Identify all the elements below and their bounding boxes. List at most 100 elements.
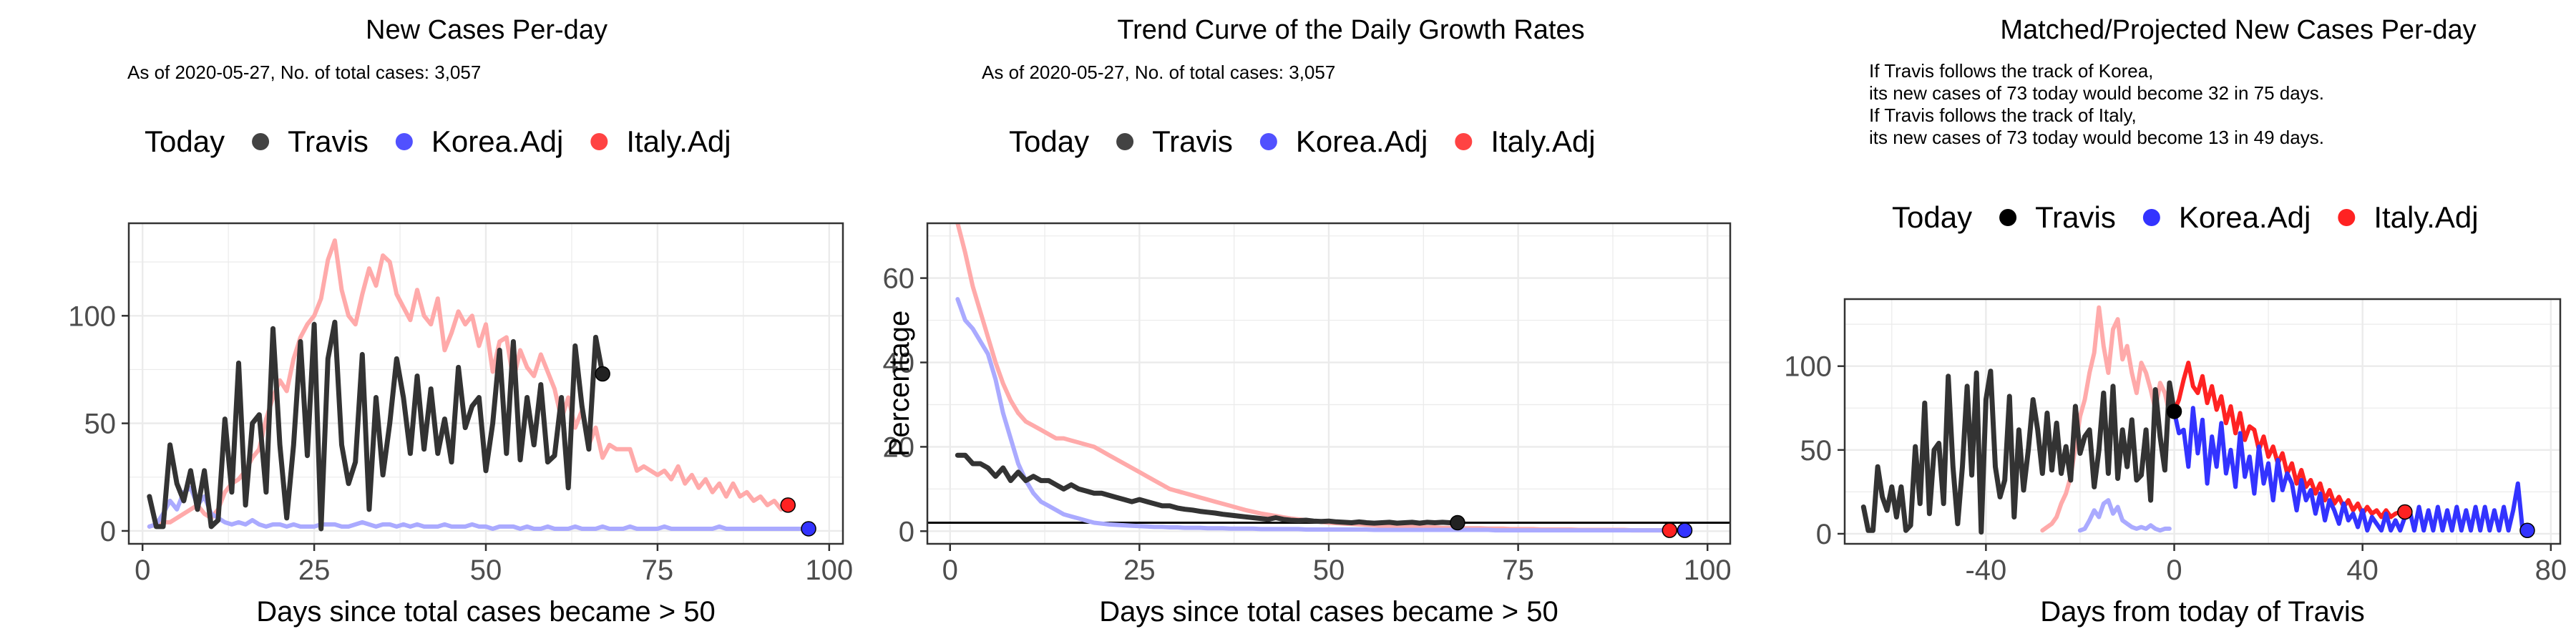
legend-marker-italy-adj xyxy=(1455,133,1473,150)
y-tick-label: 50 xyxy=(1800,435,1833,467)
x-tick-label: 50 xyxy=(1313,555,1345,586)
x-tick-label: -40 xyxy=(1965,555,2006,586)
gridlines xyxy=(129,223,843,544)
series-line-italy-adj xyxy=(147,238,791,529)
series-group xyxy=(927,223,1730,533)
y-tick-label: 100 xyxy=(68,301,116,332)
series-line-italy-adj-past xyxy=(2040,305,2177,533)
new-cases-chart: New Cases Per-day As of 2020-05-27, No. … xyxy=(68,15,853,628)
y-axis-title: Percentage xyxy=(884,311,915,457)
x-tick-label: 100 xyxy=(805,555,853,586)
x-axis: 0 25 50 75 100 xyxy=(942,544,1732,586)
today-points xyxy=(2166,404,2535,539)
x-tick-label: 75 xyxy=(642,555,674,586)
growth-rates-chart: Trend Curve of the Daily Growth Rates As… xyxy=(883,15,1732,628)
legend-label-italy-adj: Italy.Adj xyxy=(626,125,731,158)
legend-title: Today xyxy=(1892,200,1972,234)
legend-title: Today xyxy=(145,125,225,158)
today-point-travis[interactable] xyxy=(595,366,610,382)
legend-marker-travis xyxy=(1999,209,2017,226)
legend-label-korea-adj: Korea.Adj xyxy=(2179,200,2311,234)
today-point-italy-adj[interactable] xyxy=(2397,504,2413,520)
today-point-korea-adj[interactable] xyxy=(1677,522,1693,538)
series-line-travis xyxy=(955,452,1460,526)
y-axis: 0 50 100 xyxy=(68,301,129,547)
plot-area[interactable]: -40 0 40 80 0 50 100 xyxy=(1784,298,2567,586)
y-tick-label: 50 xyxy=(84,409,117,440)
legend-marker-italy-adj xyxy=(590,133,608,150)
legend-marker-travis xyxy=(252,133,270,150)
y-tick-label: 20 xyxy=(883,431,915,463)
legend-marker-korea-adj xyxy=(2142,209,2160,226)
x-tick-label: 0 xyxy=(135,555,150,586)
series-line-korea-adj-past xyxy=(2077,498,2172,533)
y-tick-label: 100 xyxy=(1784,351,1832,383)
plot-area[interactable]: 0 25 50 75 100 0 20 40 60 xyxy=(883,222,1732,586)
today-point-travis[interactable] xyxy=(1450,514,1465,531)
today-points xyxy=(595,366,816,537)
legend-label-travis: Travis xyxy=(1152,125,1233,158)
x-axis: 0 25 50 75 100 xyxy=(135,544,853,586)
subtitle-line: its new cases of 73 today would become 1… xyxy=(1869,127,2324,148)
x-tick-label: 80 xyxy=(2535,555,2567,586)
series-line-korea-adj xyxy=(955,297,1687,533)
x-tick-label: 25 xyxy=(1123,555,1156,586)
series-group xyxy=(147,238,811,532)
x-tick-label: 0 xyxy=(942,555,958,586)
chart-legend: Today Travis Korea.Adj Italy.Adj xyxy=(1009,125,1596,158)
x-tick-label: 50 xyxy=(470,555,502,586)
chart-title: Matched/Projected New Cases Per-day xyxy=(2000,15,2476,45)
y-tick-label: 0 xyxy=(100,516,116,547)
today-points xyxy=(1450,514,1693,538)
x-axis-title: Days since total cases became > 50 xyxy=(256,596,715,628)
subtitle-line: its new cases of 73 today would become 3… xyxy=(1869,82,2324,104)
legend-label-korea-adj: Korea.Adj xyxy=(431,125,563,158)
series-line-korea-adj xyxy=(147,485,811,531)
today-point-italy-adj[interactable] xyxy=(1662,522,1678,538)
y-axis: 0 20 40 60 xyxy=(883,263,927,547)
chart-subtitle: As of 2020-05-27, No. of total cases: 3,… xyxy=(982,62,1335,83)
today-point-korea-adj[interactable] xyxy=(801,521,816,537)
series-line-travis xyxy=(147,319,605,532)
x-axis-title: Days since total cases became > 50 xyxy=(1099,596,1558,628)
x-tick-label: 75 xyxy=(1502,555,1534,586)
legend-marker-travis xyxy=(1116,133,1134,150)
x-tick-label: 0 xyxy=(2166,555,2182,586)
y-tick-label: 0 xyxy=(1816,519,1832,550)
legend-marker-korea-adj xyxy=(395,133,413,150)
x-axis-title: Days from today of Travis xyxy=(2040,596,2364,628)
subtitle-line: If Travis follows the track of Korea, xyxy=(1869,60,2153,82)
plot-border xyxy=(1843,298,2562,545)
today-point-travis[interactable] xyxy=(2166,404,2182,419)
x-tick-label: 25 xyxy=(298,555,331,586)
legend-label-italy-adj: Italy.Adj xyxy=(2373,200,2478,234)
subtitle-line: As of 2020-05-27, No. of total cases: 3,… xyxy=(982,62,1335,83)
subtitle-line: If Travis follows the track of Italy, xyxy=(1869,104,2137,126)
series-line-korea-adj xyxy=(2172,406,2525,533)
matched-projected-chart: Matched/Projected New Cases Per-day If T… xyxy=(1784,15,2567,628)
chart-title: Trend Curve of the Daily Growth Rates xyxy=(1117,15,1584,45)
chart-legend: Today Travis Korea.Adj Italy.Adj xyxy=(1892,200,2479,234)
series-line-travis xyxy=(1860,369,2177,535)
y-tick-label: 40 xyxy=(883,348,915,379)
chart-subtitle: If Travis follows the track of Korea,its… xyxy=(1869,60,2324,148)
legend-label-korea-adj: Korea.Adj xyxy=(1296,125,1428,158)
x-tick-label: 100 xyxy=(1684,555,1732,586)
legend-marker-korea-adj xyxy=(1259,133,1277,150)
chart-legend: Today Travis Korea.Adj Italy.Adj xyxy=(145,125,731,158)
y-axis: 0 50 100 xyxy=(1784,351,1845,550)
legend-label-travis: Travis xyxy=(288,125,369,158)
y-tick-label: 60 xyxy=(883,263,915,295)
legend-marker-italy-adj xyxy=(2338,209,2356,226)
today-point-italy-adj[interactable] xyxy=(780,497,796,513)
legend-title: Today xyxy=(1009,125,1089,158)
subtitle-line: As of 2020-05-27, No. of total cases: 3,… xyxy=(127,62,481,83)
plot-area[interactable]: 0 25 50 75 100 0 50 100 xyxy=(68,222,853,586)
x-axis: -40 0 40 80 xyxy=(1965,544,2567,586)
today-point-korea-adj[interactable] xyxy=(2519,522,2535,539)
x-tick-label: 40 xyxy=(2346,555,2379,586)
chart-subtitle: As of 2020-05-27, No. of total cases: 3,… xyxy=(127,62,481,83)
series-group xyxy=(1860,305,2525,535)
legend-label-italy-adj: Italy.Adj xyxy=(1491,125,1595,158)
